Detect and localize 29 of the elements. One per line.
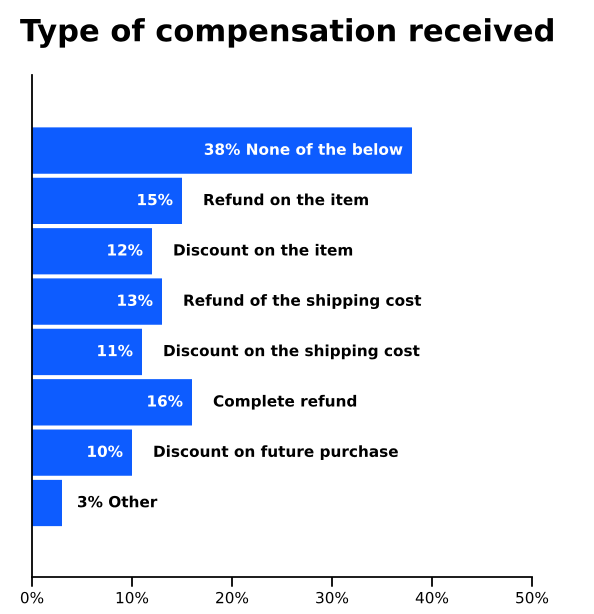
x-tick-label: 20% — [216, 592, 248, 604]
data-label: 10% — [88, 446, 123, 458]
bar — [32, 379, 192, 426]
text: 3% Other — [78, 496, 158, 508]
y-tick-label: Refund on the item — [204, 193, 368, 206]
x-tick-label: 50% — [516, 592, 548, 604]
text: 38% None of the below — [204, 143, 402, 155]
chart-title: Type of compensation received — [20, 18, 553, 48]
x-tick-label: 10% — [116, 592, 148, 604]
bar — [32, 480, 62, 526]
y-tick-label: Complete refund — [214, 394, 356, 410]
data-label: 16% — [148, 395, 183, 407]
y-tick-label: Discount on future purchase — [154, 445, 398, 460]
data-label: 12% — [108, 244, 143, 256]
data-label: 11% — [98, 344, 133, 356]
bar — [32, 127, 412, 174]
x-tick-label: 40% — [416, 592, 448, 604]
y-tick-label: Discount on the shipping cost — [164, 344, 420, 360]
x-tick-label: 0% — [20, 592, 44, 604]
data-label: 13% — [118, 294, 153, 306]
y-tick-label: Discount on the item — [174, 244, 352, 256]
data-label: 15% — [138, 194, 173, 206]
bar — [32, 429, 132, 476]
bar — [32, 178, 182, 224]
y-tick-label: Refund of the shipping cost — [184, 294, 422, 310]
bar — [32, 278, 162, 325]
bar — [32, 328, 142, 376]
bar — [32, 228, 152, 274]
x-tick-label: 30% — [316, 592, 348, 604]
